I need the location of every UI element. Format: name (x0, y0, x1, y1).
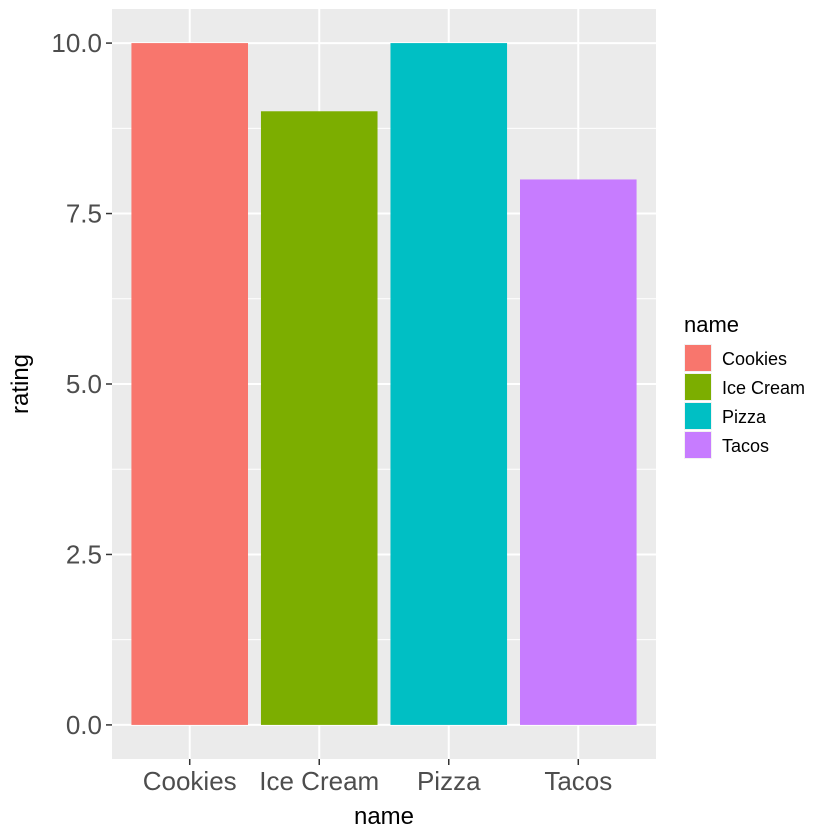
y-axis: 0.0 2.5 5.0 7.5 10.0 (51, 28, 112, 740)
legend-swatch (685, 432, 711, 458)
y-tick-label: 2.5 (66, 539, 102, 569)
bar-pizza (390, 43, 508, 725)
bar-ice-cream (260, 111, 378, 725)
y-tick-label: 7.5 (66, 199, 102, 229)
bar-tacos (520, 179, 637, 725)
y-tick-label: 0.0 (66, 710, 102, 740)
x-tick-label: Cookies (143, 766, 237, 796)
y-axis-title: rating (7, 354, 34, 414)
legend-swatch (685, 403, 711, 429)
y-tick-label: 5.0 (66, 369, 102, 399)
x-tick-label: Tacos (544, 766, 612, 796)
bars (131, 43, 637, 725)
x-tick-label: Pizza (417, 766, 481, 796)
legend-title: name (684, 312, 739, 337)
x-axis: Cookies Ice Cream Pizza Tacos (143, 759, 612, 796)
x-tick-label: Ice Cream (259, 766, 379, 796)
x-axis-title: name (354, 803, 414, 830)
legend-label: Ice Cream (722, 378, 805, 398)
legend-swatch (685, 374, 711, 400)
legend-label: Cookies (722, 349, 787, 369)
legend: name Cookies Ice Cream Pizza Tacos (684, 312, 805, 459)
bar-cookies (131, 43, 248, 725)
legend-label: Tacos (722, 436, 769, 456)
legend-label: Pizza (722, 407, 767, 427)
legend-swatch (685, 345, 711, 371)
y-tick-label: 10.0 (51, 28, 102, 58)
